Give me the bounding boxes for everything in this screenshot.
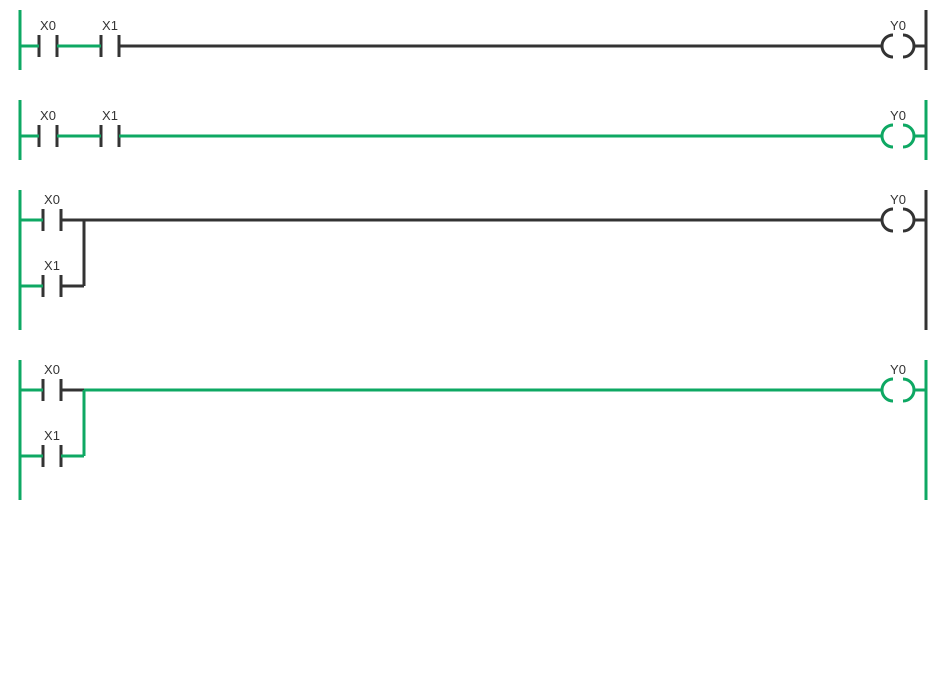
coil-arc-left (882, 379, 893, 401)
rung3: X0 X1 Y0 (18, 190, 930, 330)
contact-label: X1 (44, 258, 60, 273)
coil-label: Y0 (890, 108, 906, 123)
coil-arc-right (903, 209, 914, 231)
contact-label: X0 (40, 108, 56, 123)
coil-arc-left (882, 35, 893, 57)
rung-block: X0 X1 Y0 (18, 10, 932, 70)
ladder-diagram-canvas: X0 X1 Y0 X0 X1 Y0 X0 X1 Y0 X0 X1 Y0 (18, 10, 932, 500)
contact-label: X0 (40, 18, 56, 33)
contact-label: X0 (44, 362, 60, 377)
coil-arc-right (903, 379, 914, 401)
coil-label: Y0 (890, 362, 906, 377)
coil-label: Y0 (890, 192, 906, 207)
coil-arc-right (903, 125, 914, 147)
rung4: X0 X1 Y0 (18, 360, 930, 500)
contact-label: X1 (44, 428, 60, 443)
coil-label: Y0 (890, 18, 906, 33)
contact-label: X1 (102, 18, 118, 33)
rung2: X0 X1 Y0 (18, 100, 930, 160)
rung1: X0 X1 Y0 (18, 10, 930, 70)
coil-arc-right (903, 35, 914, 57)
rung-block: X0 X1 Y0 (18, 100, 932, 160)
contact-label: X1 (102, 108, 118, 123)
rung-block: X0 X1 Y0 (18, 190, 932, 330)
coil-arc-left (882, 209, 893, 231)
contact-label: X0 (44, 192, 60, 207)
coil-arc-left (882, 125, 893, 147)
rung-block: X0 X1 Y0 (18, 360, 932, 500)
